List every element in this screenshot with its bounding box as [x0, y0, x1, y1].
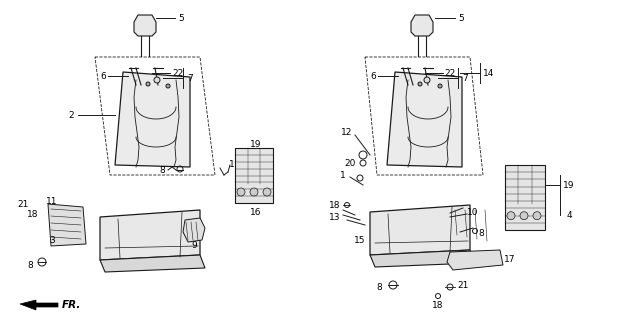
Text: 7: 7	[462, 74, 468, 83]
Text: 4: 4	[566, 211, 572, 220]
Polygon shape	[370, 205, 470, 255]
Circle shape	[263, 188, 271, 196]
Text: FR.: FR.	[62, 300, 81, 310]
Circle shape	[424, 77, 430, 83]
Text: 3: 3	[49, 236, 55, 244]
Polygon shape	[387, 72, 462, 167]
Circle shape	[438, 84, 442, 88]
Polygon shape	[115, 72, 190, 167]
Text: 17: 17	[504, 255, 516, 265]
Text: 22: 22	[172, 68, 184, 77]
Circle shape	[418, 82, 422, 86]
Text: 7: 7	[187, 74, 193, 83]
Bar	[235, 148, 273, 203]
Text: 9: 9	[191, 241, 197, 250]
Text: 1: 1	[340, 171, 346, 180]
Polygon shape	[447, 250, 503, 270]
Text: 8: 8	[27, 260, 33, 269]
Polygon shape	[411, 15, 433, 36]
Text: 6: 6	[370, 71, 376, 81]
Text: 13: 13	[329, 212, 340, 221]
Circle shape	[533, 212, 541, 220]
Circle shape	[146, 82, 150, 86]
Circle shape	[166, 84, 170, 88]
Text: 5: 5	[458, 13, 464, 22]
Circle shape	[154, 77, 160, 83]
Bar	[505, 165, 545, 230]
Text: 1: 1	[229, 159, 235, 169]
Text: 6: 6	[100, 71, 106, 81]
Circle shape	[237, 188, 245, 196]
Text: 14: 14	[483, 68, 495, 77]
Polygon shape	[183, 218, 205, 242]
Text: 18: 18	[329, 201, 340, 210]
Text: 2: 2	[68, 110, 74, 119]
Text: 18: 18	[27, 210, 39, 219]
Text: 15: 15	[354, 236, 366, 244]
Circle shape	[250, 188, 258, 196]
Text: 19: 19	[250, 140, 262, 148]
Text: 8: 8	[159, 165, 165, 174]
Text: 21: 21	[17, 199, 28, 209]
Text: 11: 11	[46, 196, 58, 205]
Text: 10: 10	[467, 207, 478, 217]
Text: 5: 5	[178, 13, 184, 22]
Text: 18: 18	[432, 300, 444, 309]
Polygon shape	[100, 210, 200, 260]
Text: 12: 12	[341, 127, 353, 137]
Text: 8: 8	[376, 283, 382, 292]
Polygon shape	[134, 15, 156, 36]
Text: 16: 16	[250, 207, 262, 217]
Text: 22: 22	[444, 68, 456, 77]
Polygon shape	[48, 204, 86, 246]
Polygon shape	[100, 255, 205, 272]
Text: 21: 21	[457, 281, 469, 290]
Text: 8: 8	[478, 228, 484, 237]
Polygon shape	[20, 300, 58, 310]
Circle shape	[520, 212, 528, 220]
Text: 19: 19	[563, 180, 575, 189]
Polygon shape	[370, 250, 475, 267]
Circle shape	[507, 212, 515, 220]
Text: 20: 20	[344, 158, 356, 167]
